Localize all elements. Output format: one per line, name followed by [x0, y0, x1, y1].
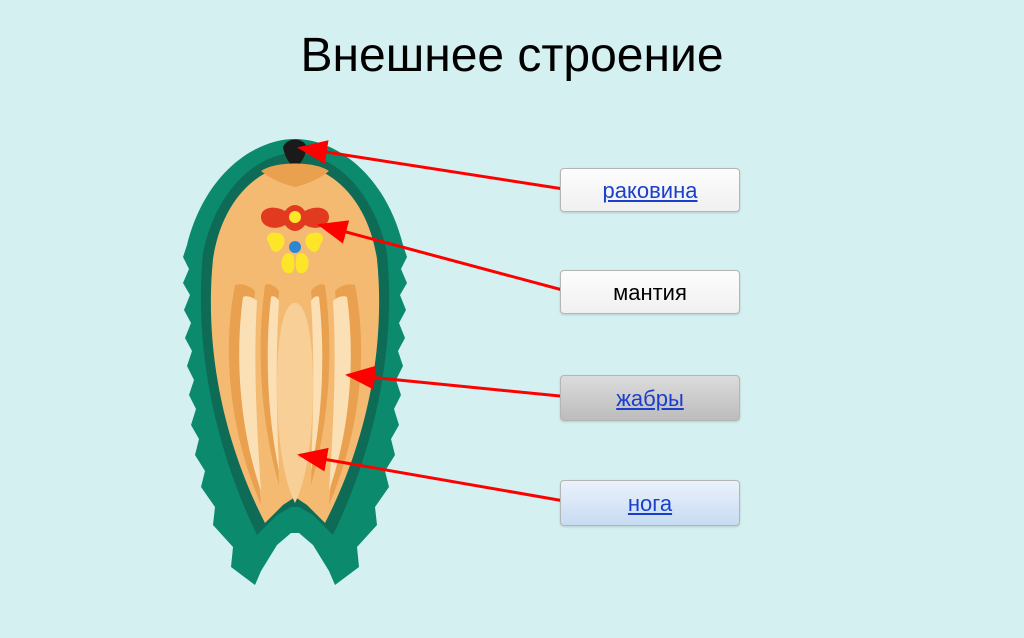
yellow-dot-top	[289, 211, 301, 223]
label-gills[interactable]: жабры	[560, 375, 740, 421]
label-foot[interactable]: нога	[560, 480, 740, 526]
label-mantle: мантия	[560, 270, 740, 314]
blue-dot	[289, 241, 301, 253]
arrow-layer	[0, 0, 1024, 638]
page-title: Внешнее строение	[0, 28, 1024, 83]
label-shell[interactable]: раковина	[560, 168, 740, 212]
anatomy-diagram	[165, 135, 425, 585]
